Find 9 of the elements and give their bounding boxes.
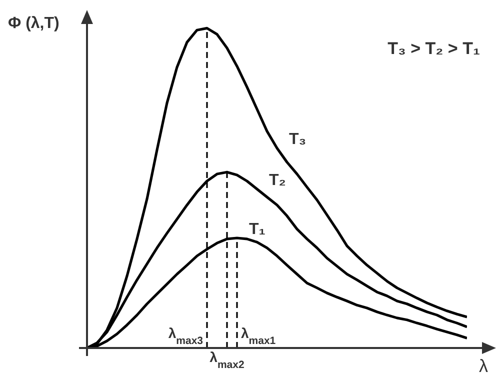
annotation: λ$_{max3}$ [168,325,204,347]
x-axis-title: λ [479,356,488,376]
text: λ$_{max2}$ [210,349,244,371]
y-axis-title: Φ (λ,T) [8,15,60,32]
series-label: T₃ [289,131,306,148]
annotation: T₃ > T₂ > T₁ [388,39,480,58]
series-label: T₂ [269,172,286,190]
series-label: T₁ [249,220,266,238]
annotation: λ$_{max1}$ [241,325,276,347]
